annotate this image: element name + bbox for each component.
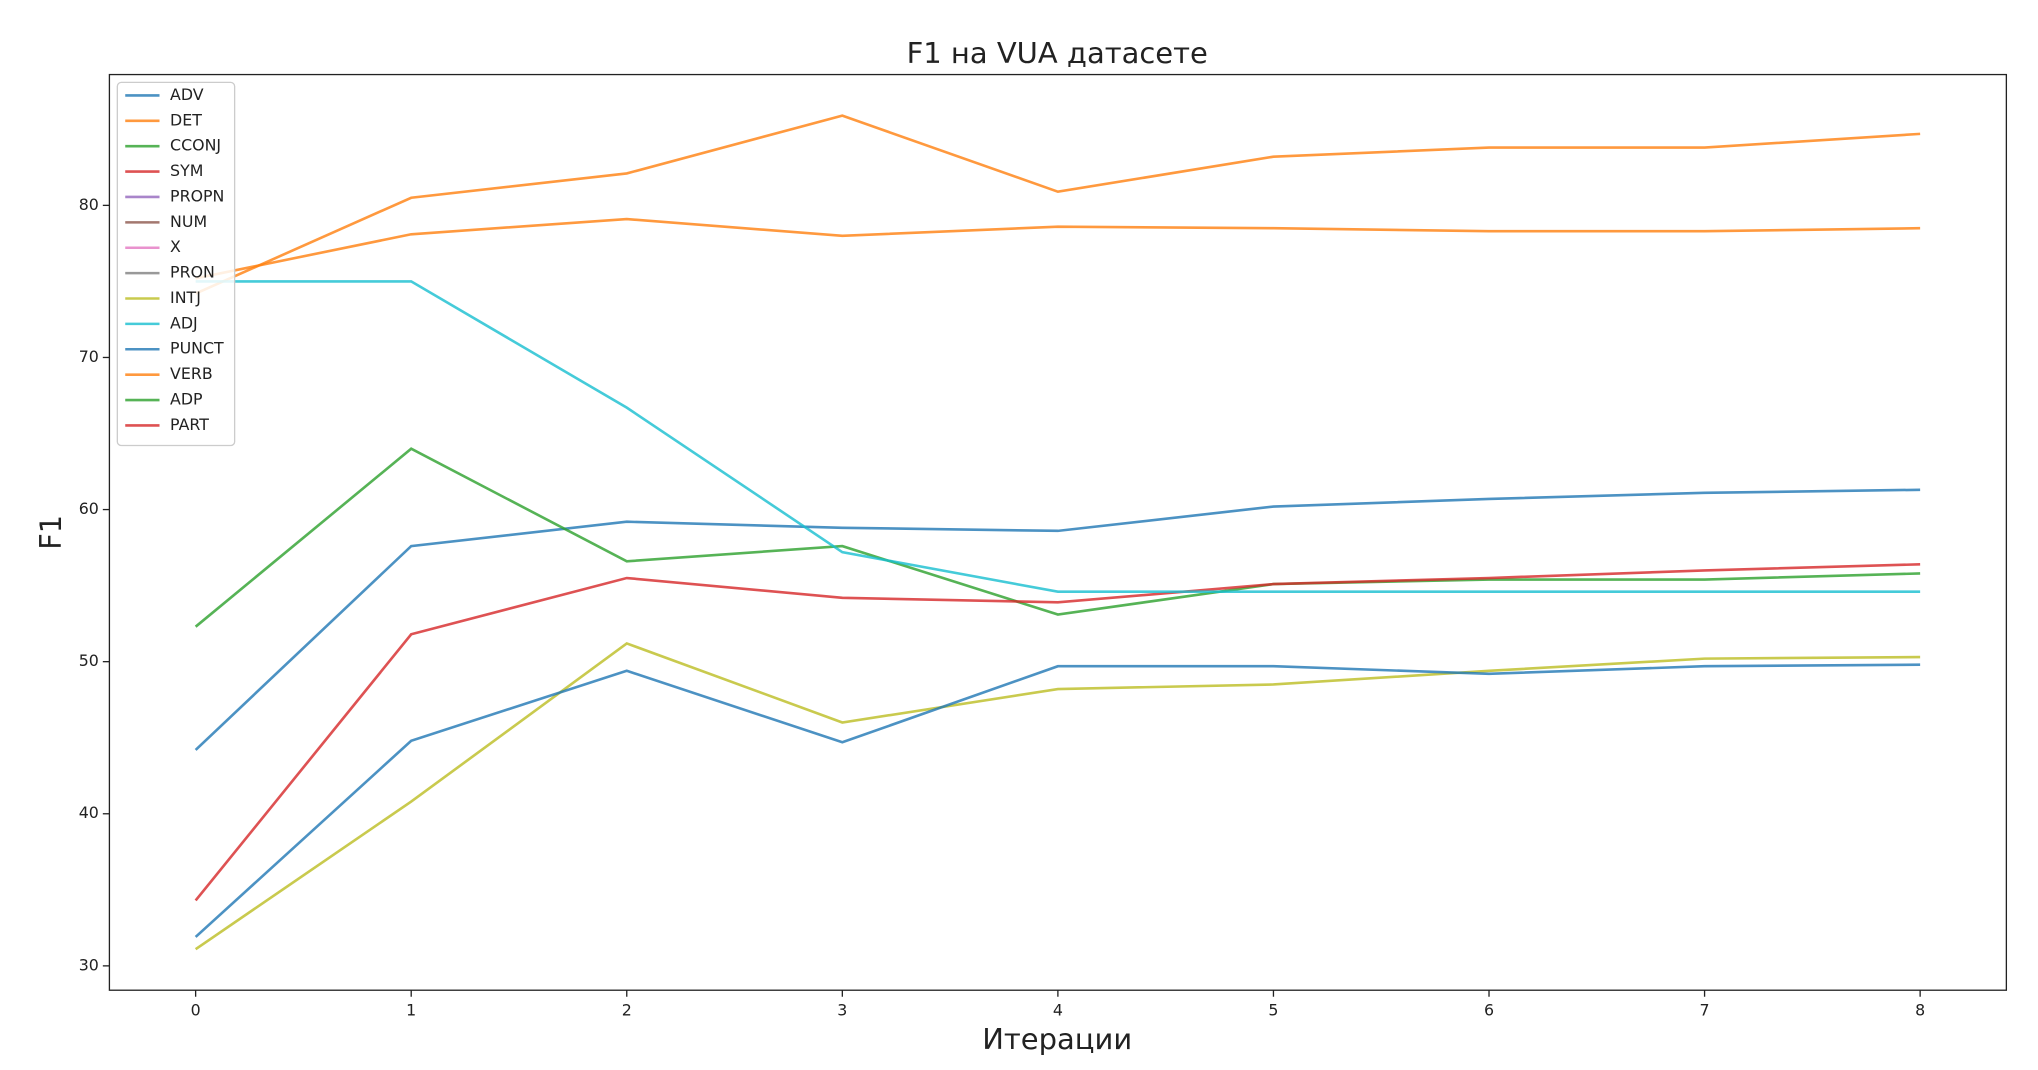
legend-label: CCONJ <box>170 136 221 155</box>
legend-label: DET <box>170 110 202 129</box>
x-tick-label: 8 <box>1915 1001 1925 1020</box>
legend-label: NUM <box>170 212 207 231</box>
y-tick-label: 50 <box>79 651 99 670</box>
legend-label: ADP <box>170 390 203 409</box>
chart-title: F1 на VUA датасете <box>907 36 1208 70</box>
x-tick-label: 4 <box>1053 1001 1063 1020</box>
x-tick-label: 3 <box>837 1001 847 1020</box>
legend-label: INTJ <box>170 288 201 307</box>
legend-label: PRON <box>170 263 215 282</box>
x-tick-label: 6 <box>1484 1001 1494 1020</box>
x-tick-label: 7 <box>1700 1001 1710 1020</box>
y-tick-label: 30 <box>79 955 99 974</box>
x-axis-label: Итерации <box>982 1022 1132 1056</box>
legend-label: ADJ <box>170 313 198 332</box>
x-tick-label: 5 <box>1268 1001 1278 1020</box>
series-line <box>195 280 1921 594</box>
y-axis-label: F1 <box>34 515 68 550</box>
legend-label: SYM <box>170 161 203 180</box>
series-line <box>194 447 1921 628</box>
x-tick-label: 1 <box>406 1001 416 1020</box>
series-line <box>195 217 1921 280</box>
y-tick-label: 70 <box>79 347 99 366</box>
series-line <box>194 663 1921 938</box>
legend-label: PART <box>170 415 209 434</box>
legend-label: PROPN <box>170 187 224 206</box>
plot-area <box>108 73 2008 991</box>
legend-label: PUNCT <box>170 339 224 358</box>
legend-label: VERB <box>170 364 213 383</box>
series-line <box>194 488 1921 751</box>
legend-label: ADV <box>170 85 204 104</box>
series-line <box>194 641 1921 951</box>
series-line <box>194 563 1921 902</box>
y-tick-label: 40 <box>79 803 99 822</box>
series-line <box>195 114 1921 295</box>
y-tick-label: 80 <box>79 195 99 214</box>
x-tick-label: 0 <box>191 1001 201 1020</box>
y-tick-label: 60 <box>79 499 99 518</box>
x-tick-label: 2 <box>622 1001 632 1020</box>
legend-box <box>116 81 236 447</box>
legend-label: X <box>170 237 181 256</box>
